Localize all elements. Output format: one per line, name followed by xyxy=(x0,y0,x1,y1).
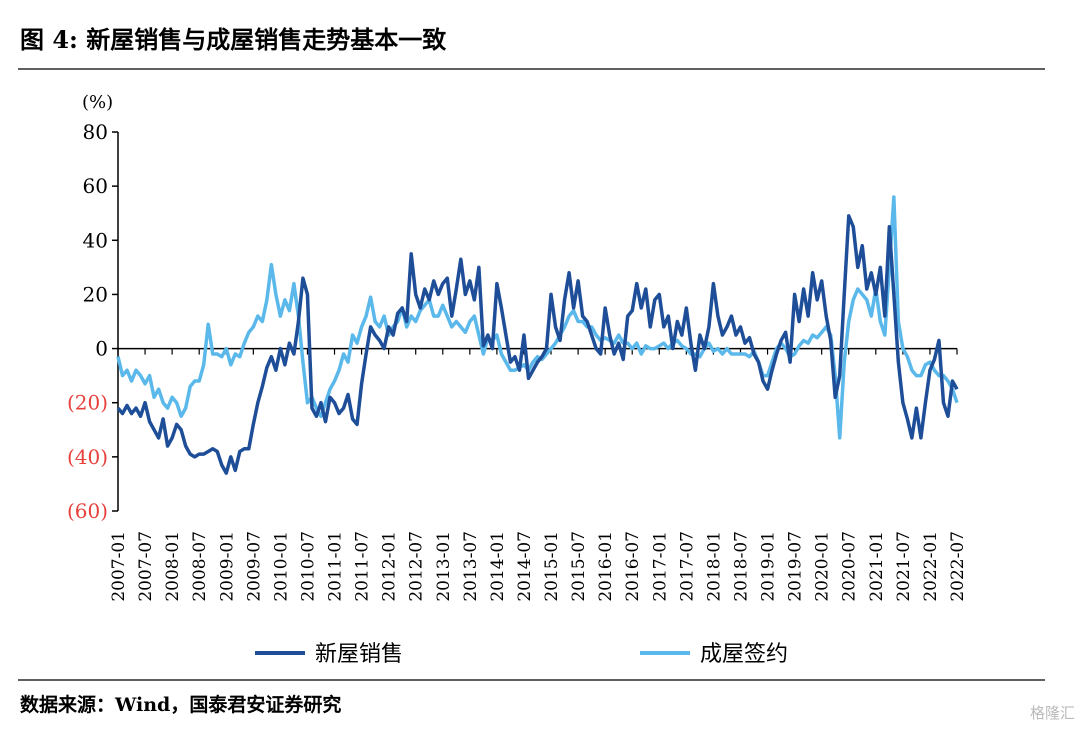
x-tick-label: 2019-07 xyxy=(786,531,806,602)
x-tick-label: 2015-07 xyxy=(569,531,589,602)
x-tick-label: 2018-01 xyxy=(704,531,724,602)
x-tick-label: 2008-01 xyxy=(163,531,183,602)
x-tick-label: 2012-01 xyxy=(380,531,400,602)
chart-title: 图 4: 新屋销售与成屋销售走势基本一致 xyxy=(20,25,447,54)
x-tick-label: 2009-01 xyxy=(217,531,237,602)
x-tick-label: 2009-07 xyxy=(244,531,264,602)
x-tick-label: 2021-07 xyxy=(894,531,914,602)
y-tick-label: (20) xyxy=(67,391,108,415)
x-tick-label: 2020-01 xyxy=(813,531,833,602)
y-tick-label: (40) xyxy=(67,445,108,469)
x-tick-label: 2021-01 xyxy=(867,531,887,602)
series-line xyxy=(116,214,959,475)
x-tick-label: 2018-07 xyxy=(731,531,751,602)
legend-label: 新屋销售 xyxy=(315,642,403,667)
x-tick-label: 2012-07 xyxy=(407,531,427,602)
y-tick-label: 40 xyxy=(83,228,108,252)
x-tick-label: 2016-07 xyxy=(623,531,643,602)
x-tick-label: 2007-07 xyxy=(136,531,156,602)
y-tick-label: 80 xyxy=(83,120,108,144)
x-tick-label: 2008-07 xyxy=(190,531,210,602)
y-unit: (%) xyxy=(82,92,113,113)
x-tick-label: 2011-01 xyxy=(326,531,346,602)
source: 数据来源：Wind，国泰君安证券研究 xyxy=(20,693,341,716)
y-tick-label: 60 xyxy=(83,174,108,198)
x-tick-label: 2014-07 xyxy=(515,531,535,602)
x-tick-label: 2014-01 xyxy=(488,531,508,602)
x-tick-label: 2013-01 xyxy=(434,531,454,602)
legend-label: 成屋签约 xyxy=(700,642,788,667)
x-tick-label: 2015-01 xyxy=(542,531,562,602)
x-tick-label: 2010-01 xyxy=(271,531,291,602)
x-tick-label: 2016-01 xyxy=(596,531,616,602)
x-tick-label: 2022-07 xyxy=(948,531,968,602)
x-tick-label: 2013-07 xyxy=(461,531,481,602)
y-tick-label: 20 xyxy=(83,282,108,306)
x-tick-label: 2017-07 xyxy=(677,531,697,602)
x-tick-label: 2007-01 xyxy=(109,531,129,602)
watermark: 格隆汇 xyxy=(1030,704,1075,722)
y-tick-label: (60) xyxy=(67,499,108,523)
x-tick-label: 2010-07 xyxy=(298,531,318,602)
x-tick-label: 2022-01 xyxy=(921,531,941,602)
x-tick-label: 2017-01 xyxy=(650,531,670,602)
x-tick-label: 2019-01 xyxy=(759,531,779,602)
series-line xyxy=(116,195,959,440)
y-tick-label: 0 xyxy=(95,337,108,361)
x-tick-label: 2011-07 xyxy=(353,531,373,602)
x-tick-label: 2020-07 xyxy=(840,531,860,602)
